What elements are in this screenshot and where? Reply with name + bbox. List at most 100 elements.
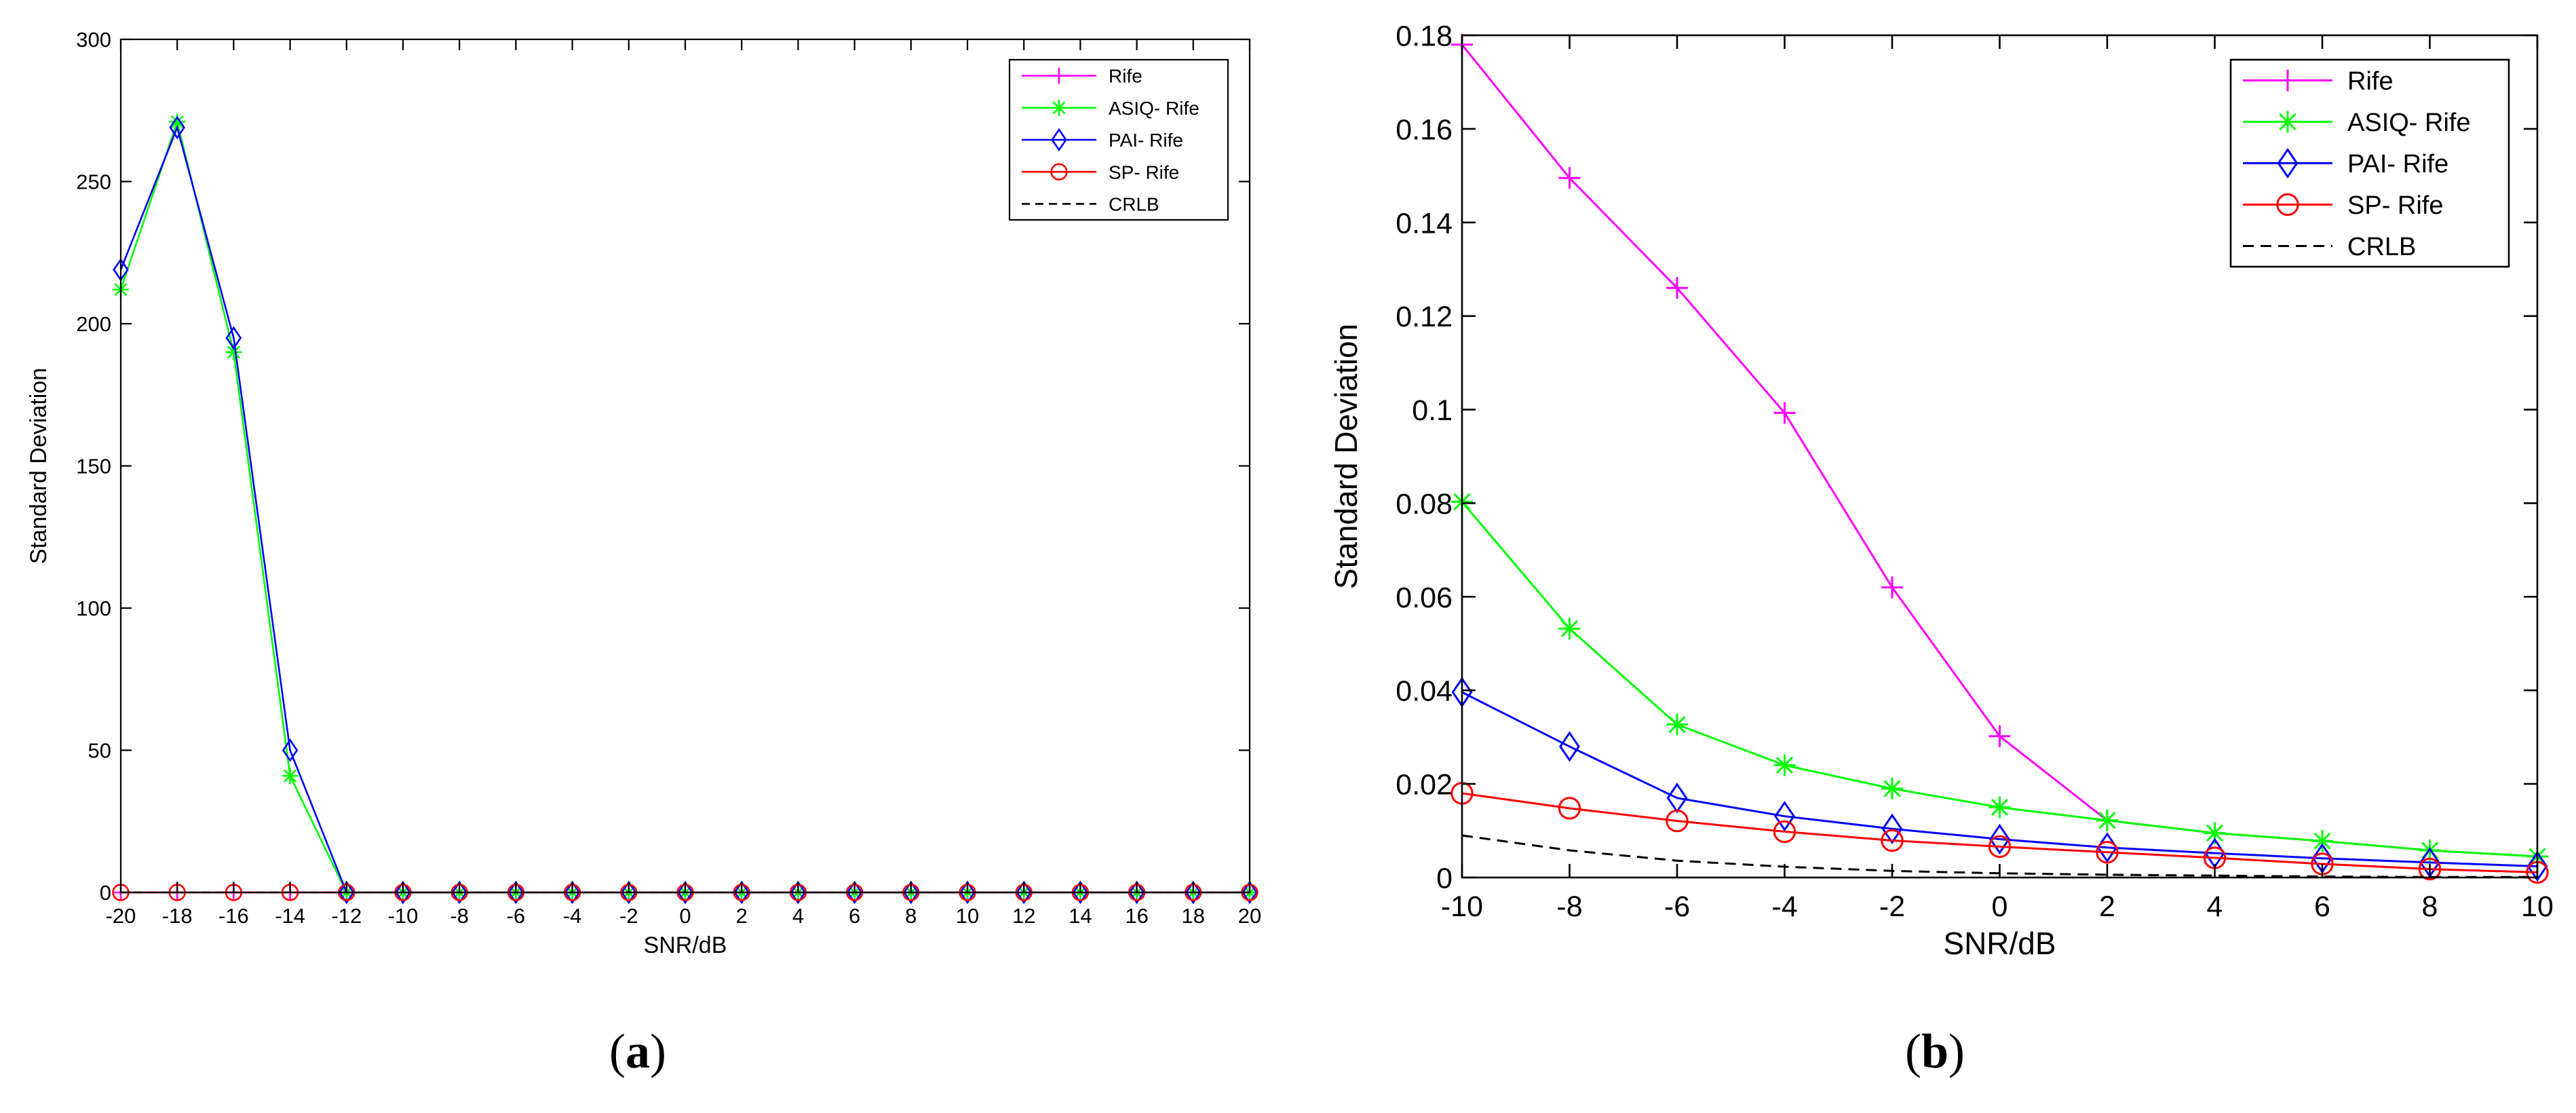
data-point-sp <box>1558 797 1581 820</box>
data-point-asiq <box>1666 713 1688 736</box>
legend-label-crlb: CRLB <box>2347 233 2416 261</box>
data-point-pai <box>846 880 863 905</box>
x-tick-label: -8 <box>450 904 469 928</box>
data-point-pai <box>225 326 242 350</box>
series-sp <box>1450 782 2549 884</box>
data-point-asiq <box>1881 778 1903 800</box>
y-tick-label: 0 <box>1436 862 1453 894</box>
data-point-sp <box>2096 841 2119 864</box>
x-tick-label: 6 <box>849 904 860 928</box>
x-tick-label: 10 <box>956 904 979 928</box>
data-point-asiq <box>1988 796 2011 818</box>
data-point-pai <box>339 880 355 905</box>
y-tick-label: 0.18 <box>1396 20 1453 52</box>
legend-label-asiq: ASIQ- Rife <box>1109 98 1199 119</box>
x-tick-label: -12 <box>331 904 362 928</box>
legend-label-crlb: CRLB <box>1109 193 1159 214</box>
data-point-pai <box>282 738 299 762</box>
data-point-pai <box>903 880 919 905</box>
x-tick-label: 4 <box>2207 890 2223 923</box>
y-tick-label: 0 <box>100 881 111 905</box>
x-tick-label: -18 <box>162 904 193 928</box>
x-tick-label: -6 <box>507 904 526 928</box>
x-tick-label: 2 <box>736 904 748 928</box>
y-tick-label: 250 <box>76 170 111 194</box>
data-point-pai <box>1881 813 1903 844</box>
x-tick-label: 14 <box>1069 904 1092 928</box>
data-point-pai <box>1072 880 1089 905</box>
x-tick-label: 2 <box>2099 890 2115 923</box>
data-point-sp <box>1988 835 2012 859</box>
data-point-asiq <box>1773 754 1796 776</box>
legend-marker-pai <box>2277 147 2299 179</box>
data-point-pai <box>1559 731 1580 762</box>
data-point-pai <box>1989 823 2010 855</box>
data-point-pai <box>790 880 807 905</box>
subcaption-b: (b) <box>1905 1024 1965 1078</box>
data-point-sp <box>2418 857 2442 881</box>
legend-label-rife: Rife <box>1109 66 1142 87</box>
data-point-pai <box>1774 801 1795 832</box>
legend-marker-asiq <box>2277 111 2299 133</box>
legend-marker-sp <box>2276 193 2299 216</box>
y-axis-label: Standard Deviation <box>26 368 52 564</box>
data-point-pai <box>1185 880 1202 905</box>
data-point-rife <box>1558 167 1581 189</box>
data-point-pai <box>564 880 581 905</box>
data-point-asiq <box>2096 809 2118 831</box>
chart-panel-b: -10 -8 -6 -4 -2 0 2 4 6 8 10 0 0.02 0.04 0.06 0.08 0.1 0.… <box>1328 20 2554 961</box>
data-point-sp <box>1773 820 1796 844</box>
y-tick-label: 300 <box>76 28 111 52</box>
y-tick-label: 100 <box>76 597 111 620</box>
data-point-pai <box>733 880 750 905</box>
data-point-asiq <box>282 768 299 785</box>
y-tick-label: 0.04 <box>1396 675 1453 708</box>
data-point-pai <box>1128 880 1145 905</box>
x-axis-label: SNR/dB <box>644 932 727 958</box>
y-tick-label: 0.12 <box>1396 301 1453 333</box>
legend-label-sp: SP- Rife <box>1109 162 1179 183</box>
x-tick-label: 6 <box>2314 890 2330 923</box>
y-tick-label: 0.02 <box>1396 769 1453 801</box>
chart-panel-a: -20 -18 -16 -14 -12 -10 -8 -6 -4 -2 0 2 4 6 8 10 12 14 16 1… <box>26 28 1261 958</box>
data-point-pai <box>451 880 467 905</box>
x-tick-label: -10 <box>388 904 419 928</box>
data-point-asiq <box>2204 822 2226 844</box>
data-point-rife <box>1773 402 1796 424</box>
data-point-pai <box>621 880 637 905</box>
x-tick-label: 18 <box>1182 904 1205 928</box>
data-point-pai <box>959 880 976 905</box>
x-tick-label: 12 <box>1012 904 1035 928</box>
data-point-rife <box>1666 277 1688 299</box>
x-tick-label: -20 <box>106 904 136 928</box>
data-point-rife <box>1988 725 2011 747</box>
y-tick-label: 0.06 <box>1396 582 1453 614</box>
legend-label-pai: PAI- Rife <box>1109 130 1183 151</box>
x-tick-label: -8 <box>1556 890 1582 923</box>
x-tick-label: -16 <box>218 904 249 928</box>
data-point-pai <box>169 115 185 140</box>
x-tick-label: 16 <box>1125 904 1148 928</box>
x-tick-label: 8 <box>905 904 917 928</box>
data-point-asiq <box>1558 618 1581 640</box>
data-point-sp <box>1666 809 1689 833</box>
legend-marker-asiq <box>1051 99 1067 116</box>
y-tick-label: 0.1 <box>1412 394 1453 427</box>
y-tick-label: 50 <box>88 739 111 763</box>
x-tick-label: -10 <box>1441 890 1483 923</box>
x-tick-label: -2 <box>619 904 638 928</box>
x-tick-label: -4 <box>1771 890 1797 923</box>
legend-label-asiq: ASIQ- Rife <box>2347 109 2471 137</box>
data-point-pai <box>395 880 411 905</box>
series-line-pai <box>1461 691 2538 867</box>
legend-label-sp: SP- Rife <box>2347 191 2443 220</box>
x-tick-label: 4 <box>792 904 804 928</box>
legend-label-pai: PAI- Rife <box>2347 150 2448 178</box>
series-line-sp <box>1461 792 2538 873</box>
legend-marker-rife <box>1051 67 1067 84</box>
legend: Rife ASIQ- Rife PAI- Rife SP- Rife CRLB <box>2229 58 2510 268</box>
data-point-pai <box>677 880 693 905</box>
x-axis-label: SNR/dB <box>1943 926 2056 961</box>
legend-label-rife: Rife <box>2347 67 2394 96</box>
